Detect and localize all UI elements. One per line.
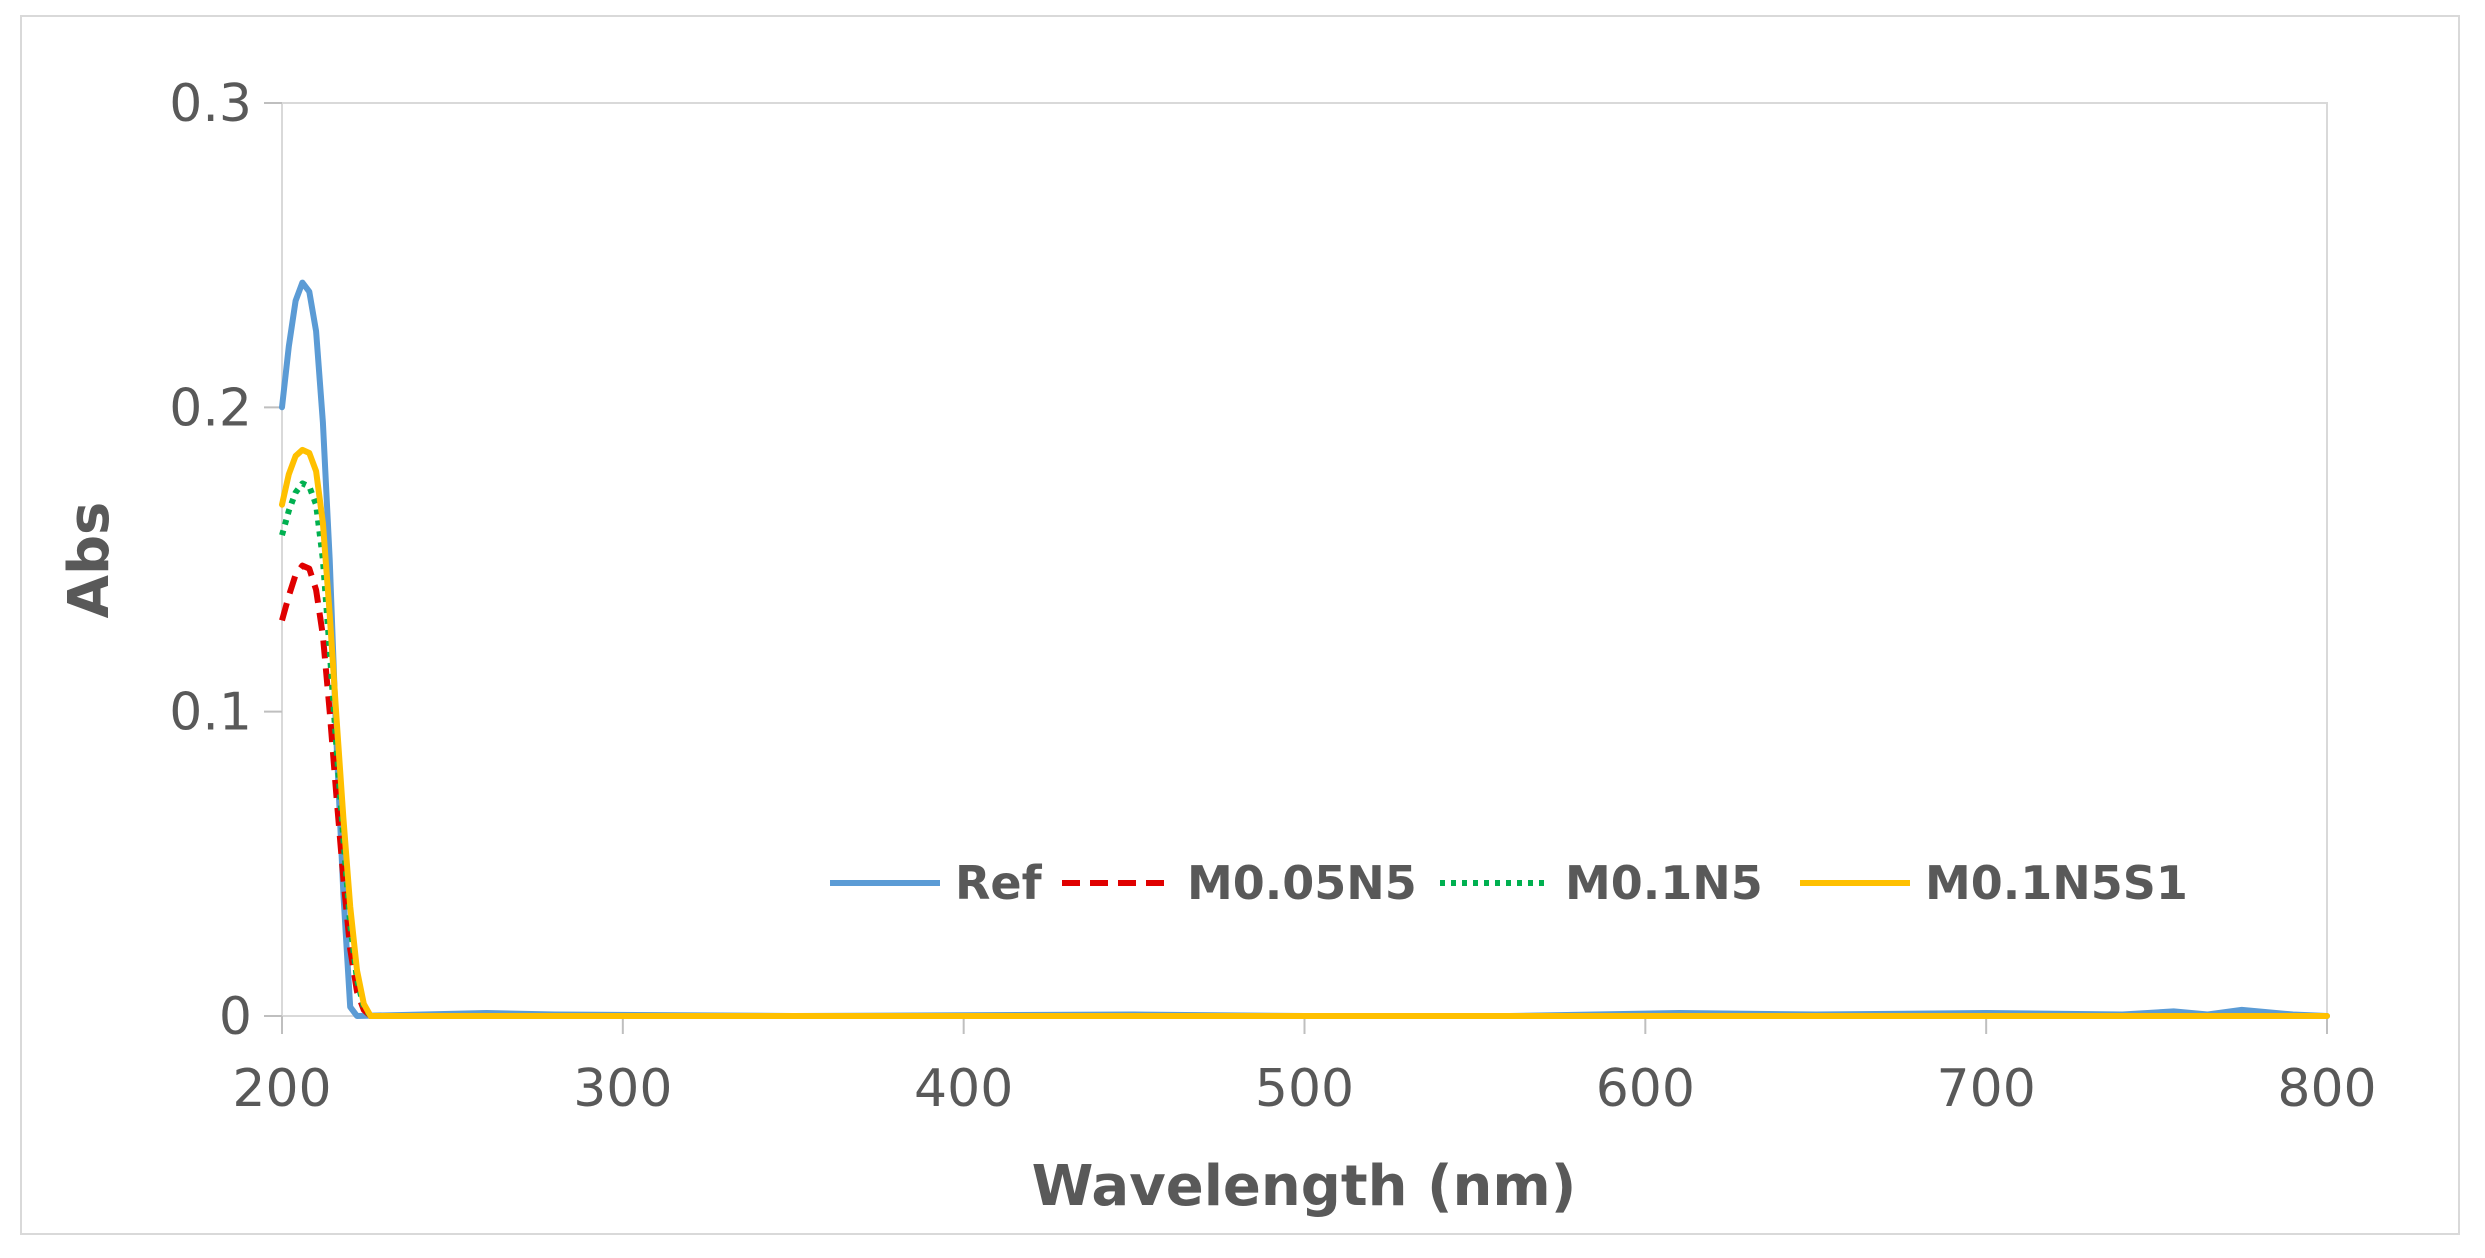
x-tick-label: 600: [1596, 1059, 1695, 1119]
series-line-m0-1n5s1: [279, 446, 2330, 1019]
y-tick-label: 0.3: [169, 74, 252, 134]
legend: Ref M0.05N5 M0.1N5 M0.1N5S1: [830, 856, 2188, 910]
legend-label-ref: Ref: [955, 856, 1043, 910]
y-axis-title: Abs: [57, 502, 122, 619]
x-tick-label: 200: [232, 1059, 331, 1119]
legend-label-m0-1n5: M0.1N5: [1565, 856, 1763, 910]
y-tick-label: 0.1: [169, 683, 252, 743]
series-line-m0-05n5: [279, 562, 2327, 1019]
x-tick-label: 700: [1937, 1059, 2036, 1119]
legend-label-m0-1n5s1: M0.1N5S1: [1925, 856, 2188, 910]
x-tick-label: 800: [2277, 1059, 2376, 1119]
y-axis-ticks: 0 0.1 0.2 0.3: [169, 74, 282, 1047]
y-tick-label: 0: [219, 987, 252, 1047]
x-axis-title: Wavelength (nm): [1032, 1154, 1577, 1219]
series-line-m0-1n5: [279, 480, 2327, 1019]
x-tick-label: 400: [914, 1059, 1013, 1119]
x-tick-label: 300: [573, 1059, 672, 1119]
y-tick-label: 0.2: [169, 378, 252, 438]
x-tick-label: 500: [1255, 1059, 1354, 1119]
legend-label-m0-05n5: M0.05N5: [1187, 856, 1417, 910]
x-axis-ticks: 200 300 400 500 600 700 800: [232, 1016, 2377, 1119]
series-lines: [279, 279, 2330, 1019]
chart-frame: [20, 15, 2460, 1235]
